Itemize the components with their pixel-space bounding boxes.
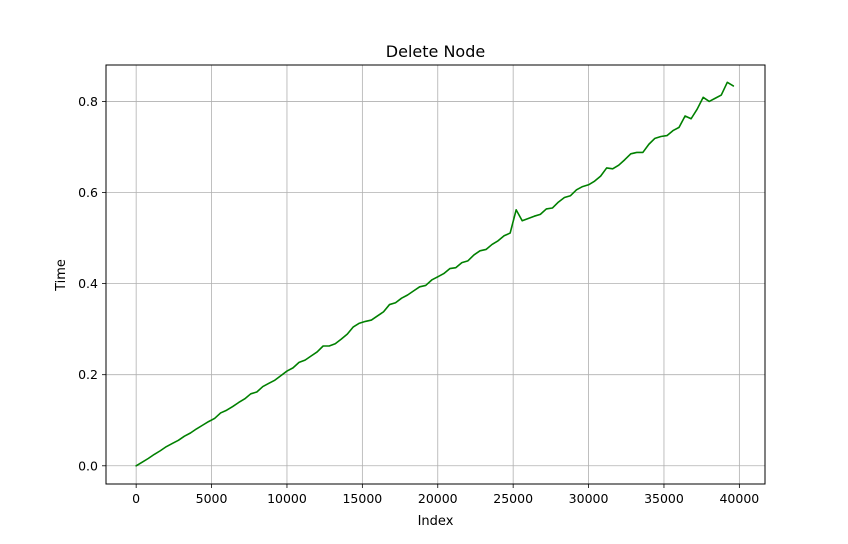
series-layer [135, 81, 735, 467]
chart-title: Delete Node [386, 42, 485, 61]
x-tick-label: 35000 [644, 491, 684, 506]
x-tick-label: 5000 [196, 491, 228, 506]
plot-area [106, 65, 765, 484]
x-tick-label: 10000 [267, 491, 307, 506]
y-tick-label: 0.6 [78, 185, 98, 200]
x-tick-label: 25000 [493, 491, 533, 506]
y-axis: 0.0 0.2 0.4 0.6 0.8 [78, 94, 106, 473]
x-tick-label: 20000 [418, 491, 458, 506]
x-axis: 0 5000 10000 15000 20000 25000 30000 35000 40000 [132, 484, 759, 506]
y-tick-label: 0.4 [78, 276, 98, 291]
grid [106, 65, 765, 484]
series-line [135, 81, 735, 467]
x-tick-label: 30000 [569, 491, 609, 506]
x-tick-label: 0 [132, 491, 140, 506]
x-tick-label: 15000 [342, 491, 382, 506]
y-axis-label: Time [54, 259, 69, 292]
y-tick-label: 0.2 [78, 367, 98, 382]
y-tick-label: 0.0 [78, 458, 98, 473]
plot-frame [105, 64, 766, 485]
y-tick-label: 0.8 [78, 94, 98, 109]
x-axis-label: Index [418, 514, 454, 529]
x-tick-label: 40000 [719, 491, 759, 506]
